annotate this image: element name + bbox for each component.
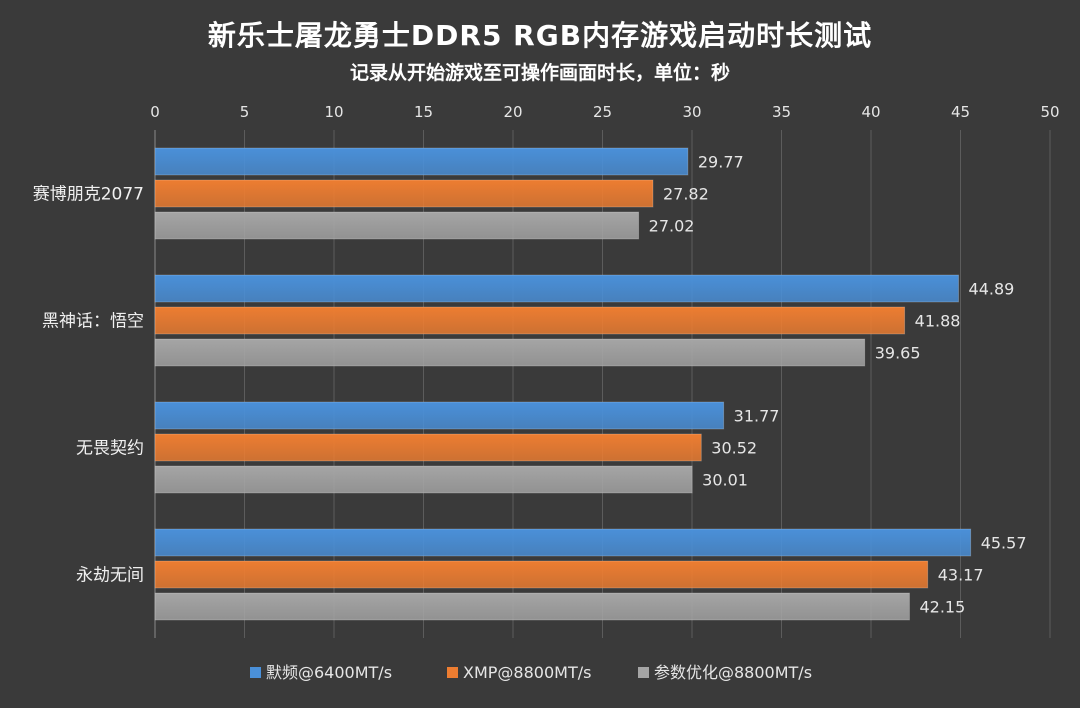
data-label: 39.65	[875, 344, 921, 363]
legend-swatch	[447, 667, 458, 678]
data-label: 45.57	[981, 534, 1027, 553]
category-label: 赛博朋克2077	[33, 184, 144, 205]
legend-label: 参数优化@8800MT/s	[654, 663, 812, 682]
data-label: 29.77	[698, 153, 744, 172]
bar	[154, 401, 725, 430]
category-label: 无畏契约	[76, 439, 144, 459]
x-tick-label: 25	[593, 103, 612, 121]
data-label: 41.88	[915, 312, 961, 331]
data-label: 43.17	[938, 566, 984, 585]
legend-swatch	[250, 667, 261, 678]
bar	[154, 465, 693, 494]
bar	[154, 306, 906, 335]
bar	[154, 147, 689, 176]
bar	[154, 560, 929, 589]
x-tick-label: 50	[1040, 103, 1059, 121]
category-label: 永劫无间	[76, 566, 144, 586]
x-tick-label: 45	[951, 103, 970, 121]
x-tick-label: 30	[682, 103, 701, 121]
chart-title: 新乐士屠龙勇士DDR5 RGB内存游戏启动时长测试	[207, 19, 873, 52]
bar	[154, 179, 654, 208]
x-tick-label: 0	[150, 103, 160, 121]
category-label: 黑神话：悟空	[42, 312, 144, 332]
x-tick-label: 20	[503, 103, 522, 121]
data-label: 30.52	[711, 439, 757, 458]
bar	[154, 211, 640, 240]
x-tick-label: 10	[324, 103, 343, 121]
x-tick-label: 15	[414, 103, 433, 121]
bar	[154, 592, 910, 621]
bar	[154, 274, 959, 303]
bar	[154, 528, 972, 557]
data-label: 31.77	[734, 407, 780, 426]
data-label: 30.01	[702, 471, 748, 490]
data-label: 44.89	[969, 280, 1015, 299]
bar	[154, 338, 866, 367]
x-tick-label: 35	[772, 103, 791, 121]
legend-swatch	[638, 667, 649, 678]
data-label: 27.02	[649, 217, 695, 236]
data-label: 42.15	[919, 598, 965, 617]
legend-label: 默频@6400MT/s	[266, 663, 392, 682]
chart-subtitle: 记录从开始游戏至可操作画面时长，单位：秒	[349, 62, 730, 84]
x-tick-label: 5	[240, 103, 250, 121]
x-tick-label: 40	[861, 103, 880, 121]
legend-label: XMP@8800MT/s	[463, 663, 591, 682]
bar	[154, 433, 702, 462]
data-label: 27.82	[663, 185, 709, 204]
